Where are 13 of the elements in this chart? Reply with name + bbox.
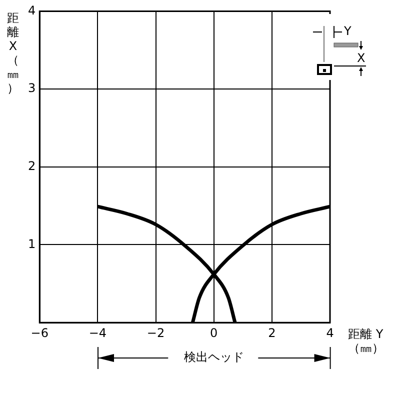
x-axis-title: 距離 Y（㎜） (348, 326, 385, 355)
y-tick-label: 1 (28, 236, 36, 251)
x-tick-label: 2 (268, 326, 276, 340)
text: 検出ヘッド (182, 350, 245, 364)
y-axis-title: 距離X（㎜） (6, 11, 20, 96)
x-tick-label: −6 (30, 326, 48, 340)
x-tick-label: −4 (88, 326, 107, 340)
y-tick-label: 4 (28, 3, 36, 18)
x-tick-label: 0 (210, 326, 218, 340)
y-tick-label: 2 (28, 159, 36, 174)
x-tick-label: 4 (326, 326, 334, 340)
x-tick-label: −2 (146, 326, 165, 340)
y-tick-label: 3 (28, 81, 36, 96)
